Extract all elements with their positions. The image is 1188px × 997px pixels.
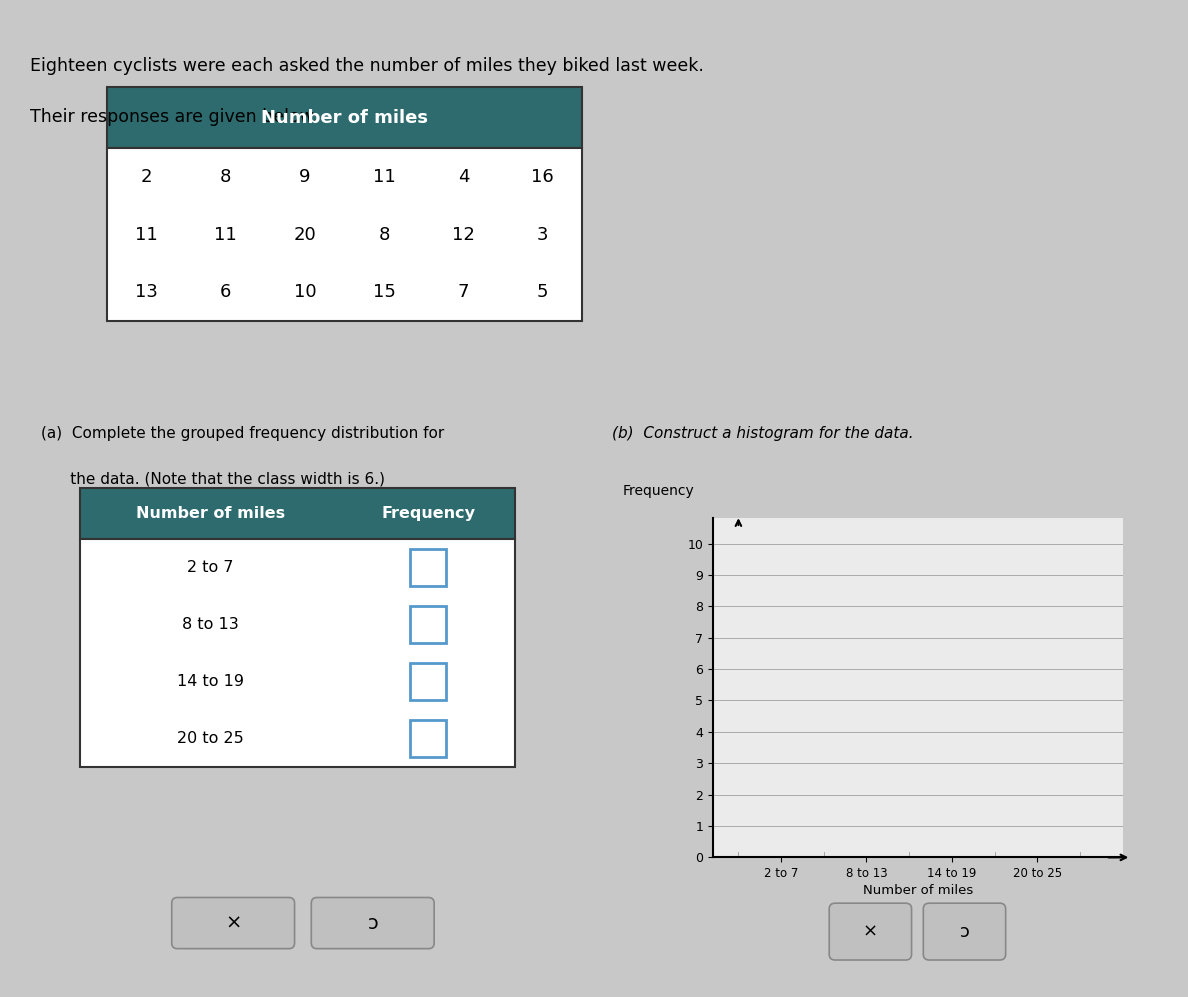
Bar [410, 549, 447, 586]
Bar [410, 663, 447, 700]
Text: 14 to 19: 14 to 19 [177, 674, 244, 689]
Text: 8 to 13: 8 to 13 [182, 617, 239, 632]
Text: ↄ: ↄ [367, 913, 378, 932]
Text: 11: 11 [135, 225, 158, 244]
Bar [107, 149, 582, 321]
Text: 4: 4 [457, 168, 469, 186]
Text: ×: × [862, 922, 878, 940]
Text: 8: 8 [379, 225, 390, 244]
Text: Frequency: Frequency [381, 506, 475, 521]
Text: 9: 9 [299, 168, 311, 186]
Bar [107, 88, 582, 149]
Text: 3: 3 [537, 225, 549, 244]
Text: 15: 15 [373, 283, 396, 301]
Text: 8: 8 [220, 168, 232, 186]
Text: ×: × [225, 913, 241, 932]
Text: 20 to 25: 20 to 25 [177, 731, 244, 746]
Text: (a)  Complete the grouped frequency distribution for: (a) Complete the grouped frequency distr… [40, 426, 444, 441]
Text: 13: 13 [135, 283, 158, 301]
Text: Frequency: Frequency [623, 485, 694, 498]
Text: 2: 2 [140, 168, 152, 186]
FancyBboxPatch shape [311, 897, 434, 949]
Text: the data. (Note that the class width is 6.): the data. (Note that the class width is … [40, 472, 385, 487]
X-axis label: Number of miles: Number of miles [862, 884, 973, 897]
Text: ↄ: ↄ [960, 922, 969, 940]
Text: Number of miles: Number of miles [261, 109, 428, 127]
Text: 2 to 7: 2 to 7 [187, 560, 234, 575]
Bar [80, 539, 516, 767]
FancyBboxPatch shape [923, 903, 1005, 960]
Bar [410, 720, 447, 757]
Text: 20: 20 [293, 225, 316, 244]
Text: 6: 6 [220, 283, 232, 301]
Text: 16: 16 [531, 168, 554, 186]
Text: 10: 10 [293, 283, 316, 301]
Text: Number of miles: Number of miles [135, 506, 285, 521]
Text: 5: 5 [537, 283, 549, 301]
Bar [410, 606, 447, 643]
Text: 11: 11 [214, 225, 238, 244]
Text: Their responses are given below.: Their responses are given below. [30, 108, 317, 126]
Bar [80, 489, 516, 539]
Text: Eighteen cyclists were each asked the number of miles they biked last week.: Eighteen cyclists were each asked the nu… [30, 57, 703, 75]
FancyBboxPatch shape [829, 903, 911, 960]
Text: 12: 12 [451, 225, 475, 244]
Text: 11: 11 [373, 168, 396, 186]
Text: 7: 7 [457, 283, 469, 301]
Text: (b)  Construct a histogram for the data.: (b) Construct a histogram for the data. [612, 426, 914, 441]
FancyBboxPatch shape [172, 897, 295, 949]
